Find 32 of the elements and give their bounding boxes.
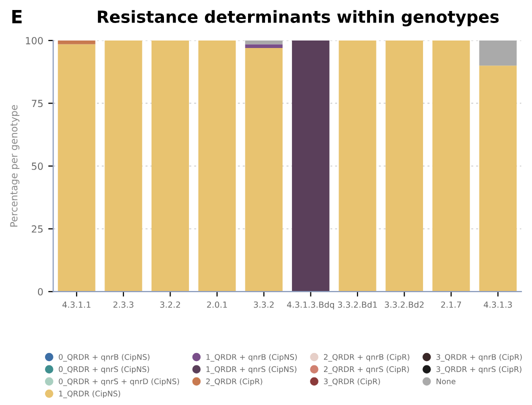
bar bbox=[386, 40, 424, 292]
bar bbox=[245, 40, 283, 44]
y-tick-label: 50 bbox=[32, 162, 43, 170]
bar bbox=[292, 40, 330, 292]
x-tick-label: 4.3.1.3.Bdq bbox=[287, 301, 334, 310]
x-tick-label: 3.3.2.Bd1 bbox=[338, 301, 377, 308]
x-tick-label: 2.1.7 bbox=[441, 301, 462, 308]
x-tick-label: 2.0.1 bbox=[207, 301, 227, 308]
y-tick-label: 75 bbox=[32, 100, 43, 108]
x-tick-label: 3.3.2 bbox=[254, 301, 274, 308]
y-axis-title: Percentage per genotype bbox=[10, 105, 20, 227]
bar bbox=[245, 48, 283, 292]
bar bbox=[104, 40, 142, 292]
y-tick-label: 0 bbox=[38, 288, 43, 296]
y-tick-label: 25 bbox=[32, 225, 43, 233]
bar bbox=[479, 40, 517, 66]
text: E bbox=[12, 10, 22, 24]
bar bbox=[338, 40, 376, 292]
bar bbox=[479, 66, 517, 292]
x-tick-label: 2.3.3 bbox=[113, 301, 134, 308]
y-tick-label: 100 bbox=[26, 36, 43, 44]
bar bbox=[58, 40, 96, 44]
bar bbox=[245, 44, 283, 48]
x-tick-label: 4.3.1.1 bbox=[62, 301, 90, 308]
bar bbox=[432, 40, 470, 292]
x-tick-label: 4.3.1.3 bbox=[484, 301, 512, 308]
x-tick-label: 3.2.2 bbox=[160, 301, 180, 308]
bar bbox=[198, 40, 236, 292]
bar bbox=[152, 40, 189, 292]
bar bbox=[58, 44, 96, 292]
x-tick-label: 3.3.2.Bd2 bbox=[384, 301, 424, 308]
chart-title: Resistance determinants within genotypes bbox=[98, 10, 499, 26]
